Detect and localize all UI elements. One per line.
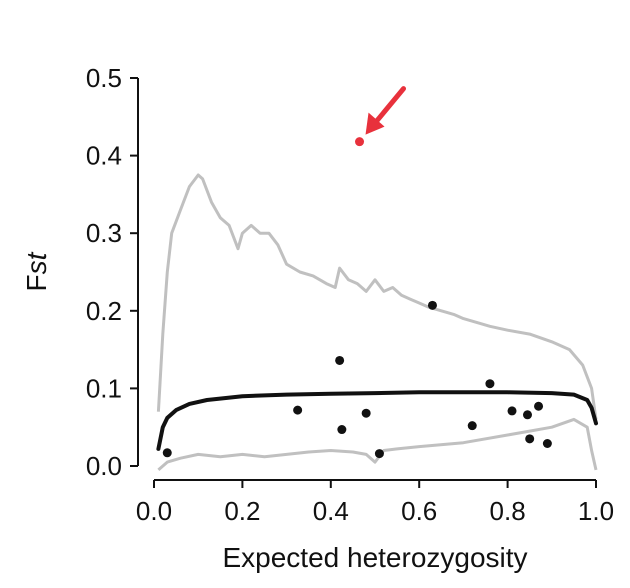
- outlier-arrow: [365, 86, 407, 135]
- x-tick-label: 0.6: [401, 496, 437, 526]
- y-tick-label: 0.5: [86, 63, 122, 93]
- data-point: [337, 425, 347, 435]
- data-point: [374, 449, 384, 459]
- data-point: [507, 406, 517, 416]
- x-tick-label: 0.2: [224, 496, 260, 526]
- x-tick-label: 0.8: [490, 496, 526, 526]
- y-axis-title-st: st: [21, 251, 52, 274]
- x-tick-label: 0.4: [313, 496, 349, 526]
- data-point: [293, 405, 303, 415]
- data-point: [542, 438, 552, 448]
- x-axis-title: Expected heterozygosity: [222, 542, 527, 573]
- median-line-group: [156, 390, 598, 451]
- data-point: [534, 401, 544, 411]
- data-point: [467, 421, 477, 431]
- data-points: [162, 300, 552, 459]
- quantile-lines: [156, 173, 598, 472]
- y-axis-title: Fst: [21, 251, 52, 291]
- x-tick-label: 1.0: [578, 496, 614, 526]
- y-tick-label: 0.2: [86, 296, 122, 326]
- data-point: [485, 379, 495, 389]
- axes: 0.0 0.1 0.2 0.3 0.4 0.5 0.0 0.2 0.4 0.6 0.8 1.0: [86, 63, 614, 526]
- lower-quantile-line: [157, 417, 598, 472]
- x-tick-label: 0.0: [136, 496, 172, 526]
- upper-quantile-line: [156, 173, 598, 420]
- median-line: [156, 390, 598, 451]
- data-point: [335, 355, 345, 365]
- arrow-head: [365, 112, 385, 135]
- data-point: [525, 434, 535, 444]
- y-tick-label: 0.1: [86, 373, 122, 403]
- data-point: [427, 300, 437, 310]
- y-tick-label: 0.0: [86, 451, 122, 481]
- data-point: [522, 410, 532, 420]
- arrow-shaft: [372, 86, 407, 127]
- y-axis-title-f: F: [21, 274, 52, 291]
- data-point: [162, 448, 172, 458]
- y-tick-label: 0.3: [86, 218, 122, 248]
- x-ticks: 0.0 0.2 0.4 0.6 0.8 1.0: [136, 480, 614, 526]
- y-ticks: 0.0 0.1 0.2 0.3 0.4 0.5: [86, 63, 138, 481]
- y-tick-label: 0.4: [86, 141, 122, 171]
- outlier-group: [355, 86, 407, 147]
- outlier-point: [355, 137, 365, 147]
- data-point: [361, 408, 371, 418]
